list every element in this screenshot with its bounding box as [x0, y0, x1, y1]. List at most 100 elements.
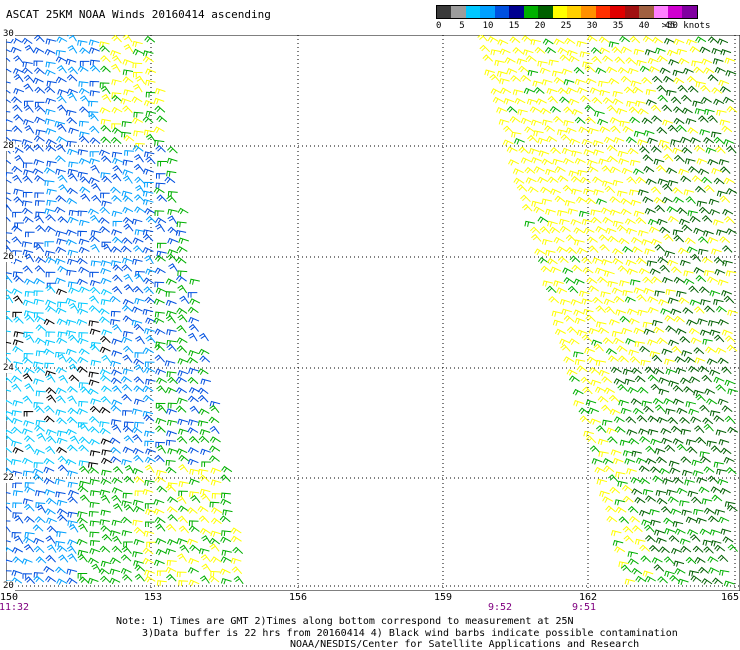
wind-barb: [13, 73, 24, 83]
wind-barb: [6, 272, 12, 275]
wind-barb: [22, 498, 34, 505]
wind-barb: [642, 35, 654, 43]
wind-barb: [188, 557, 200, 565]
wind-barb: [132, 237, 144, 244]
wind-barb: [664, 358, 675, 365]
wind-barb: [132, 434, 143, 443]
wind-barb: [643, 130, 655, 137]
wind-barb: [6, 372, 12, 374]
wind-barb: [99, 368, 111, 376]
wind-barb: [724, 57, 736, 64]
wind-barb: [499, 78, 510, 85]
wind-barb: [523, 87, 535, 95]
wind-barb: [648, 66, 660, 73]
wind-barb: [526, 98, 538, 105]
wind-barb: [606, 515, 618, 523]
wind-barb: [145, 79, 156, 86]
wind-barb: [165, 387, 177, 394]
wind-barb: [593, 149, 604, 156]
wind-barb: [506, 146, 518, 153]
wind-barb: [6, 330, 11, 333]
wind-barb: [631, 450, 642, 457]
wind-map: [6, 35, 740, 591]
wind-barb: [615, 506, 627, 514]
wind-barb: [25, 231, 35, 238]
legend-swatch: [581, 6, 596, 18]
wind-barb: [144, 479, 155, 486]
wind-barb: [100, 457, 112, 465]
wind-barb: [670, 308, 682, 315]
wind-barb: [78, 286, 90, 293]
wind-barb: [628, 318, 640, 325]
wind-barb: [89, 531, 100, 538]
legend-swatch: [595, 6, 611, 18]
wind-barb: [688, 285, 699, 294]
wind-barb: [673, 276, 685, 284]
wind-barb: [209, 445, 221, 453]
wind-barb: [554, 166, 566, 173]
wind-barb: [665, 325, 677, 332]
wind-barb: [656, 218, 668, 226]
wind-barb: [88, 320, 99, 327]
wind-barb: [721, 125, 733, 133]
wind-barb: [482, 54, 494, 62]
wind-barb: [13, 535, 24, 544]
wind-barb: [111, 94, 123, 102]
wind-barb: [608, 319, 620, 326]
wind-barb: [123, 283, 134, 293]
wind-barb: [548, 59, 559, 66]
wind-barb: [100, 260, 112, 267]
wind-barb: [57, 514, 68, 522]
wind-barb: [23, 420, 35, 427]
wind-barb: [638, 267, 650, 275]
wind-barb: [680, 175, 692, 183]
wind-barb: [122, 492, 133, 499]
wind-barb: [716, 229, 727, 236]
wind-barb: [11, 225, 23, 232]
wind-barb: [586, 159, 598, 167]
wind-barb: [88, 371, 99, 378]
wind-barb: [143, 286, 154, 295]
wind-barb: [6, 546, 14, 553]
wind-barb: [32, 77, 44, 85]
wind-barb: [630, 236, 642, 244]
wind-barb: [88, 113, 99, 122]
wind-barb: [146, 541, 156, 548]
wind-barb: [122, 105, 133, 113]
wind-barb: [144, 151, 155, 158]
wind-barb: [79, 186, 91, 194]
wind-barb: [721, 405, 733, 412]
wind-barb: [101, 354, 112, 363]
wind-barb: [666, 489, 677, 496]
wind-barb: [11, 383, 22, 392]
wind-barb: [626, 176, 637, 185]
wind-barb: [598, 80, 609, 87]
wind-barb: [673, 117, 685, 125]
wind-barb: [628, 106, 640, 114]
wind-barb: [55, 230, 67, 237]
legend-tick-label: 45: [664, 21, 676, 31]
wind-barb: [633, 210, 645, 217]
wind-barb: [654, 47, 666, 55]
wind-barb: [88, 305, 100, 313]
wind-barb: [198, 474, 210, 482]
wind-barb: [176, 448, 188, 455]
wind-barb: [89, 235, 100, 243]
wind-barb: [6, 68, 12, 73]
wind-barb: [662, 119, 674, 126]
wind-barb: [79, 423, 90, 432]
wind-barb: [585, 197, 597, 205]
wind-barb: [111, 350, 123, 357]
wind-barb: [133, 398, 145, 405]
wind-barb: [675, 367, 687, 375]
wind-barb: [608, 77, 620, 85]
wind-barb: [45, 271, 56, 278]
wind-barb: [56, 430, 68, 437]
wind-barb: [153, 508, 165, 515]
wind-barb: [717, 554, 729, 563]
wind-barb: [586, 277, 598, 284]
wind-barb: [588, 127, 599, 135]
wind-barb: [6, 89, 11, 94]
wind-barb: [121, 190, 133, 197]
wind-barb: [681, 224, 693, 232]
